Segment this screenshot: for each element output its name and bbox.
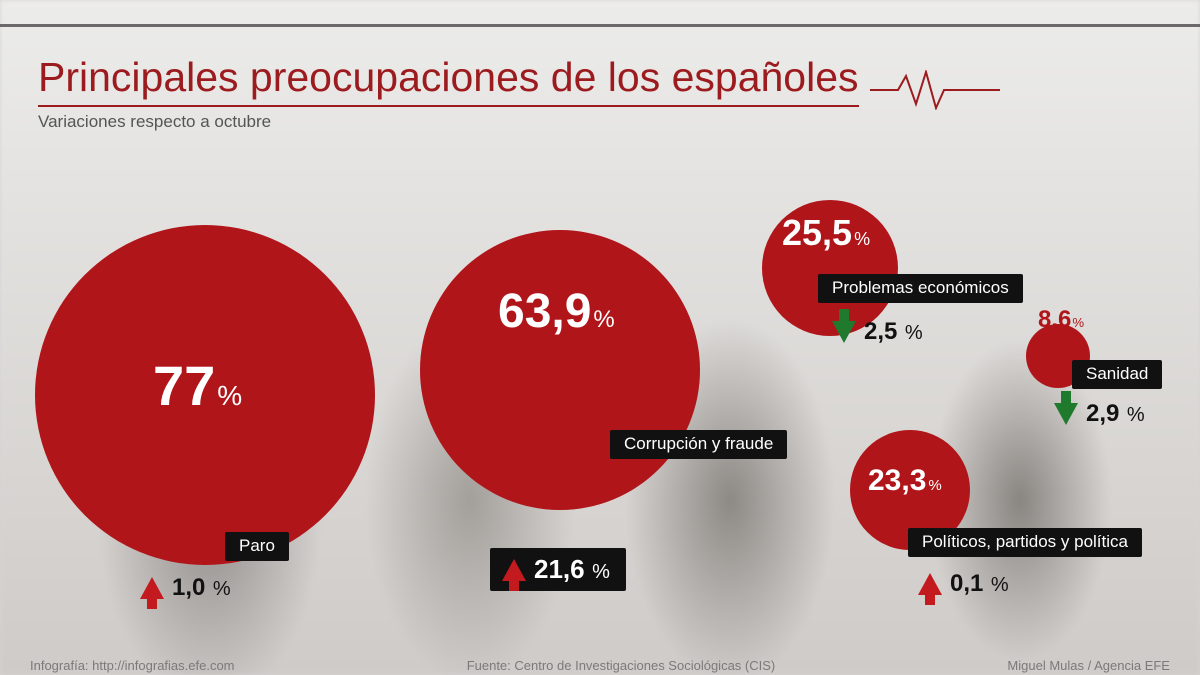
- bubble-delta-paro: 1,0 %: [140, 574, 231, 602]
- delta-value-corrupcion: 21,6 %: [534, 554, 610, 585]
- bubble-value-economicos: 25,5%: [782, 212, 870, 254]
- bubble-delta-sanidad: 2,9 %: [1054, 400, 1145, 428]
- bubble-value-corrupcion: 63,9%: [498, 284, 615, 339]
- bubble-delta-politicos: 0,1 %: [918, 570, 1009, 598]
- heartbeat-icon: [870, 70, 1000, 110]
- footer-center: Fuente: Centro de Investigaciones Sociol…: [467, 658, 776, 673]
- bubble-value-sanidad: 8,6%: [1038, 306, 1084, 334]
- bubble-label-sanidad: Sanidad: [1072, 360, 1162, 389]
- delta-value-paro: 1,0 %: [172, 574, 231, 602]
- arrow-down-icon: [1054, 403, 1078, 425]
- arrow-up-icon: [918, 573, 942, 595]
- footer-left: Infografía: http://infografias.efe.com: [30, 658, 235, 673]
- bubble-corrupcion: 63,9%: [420, 230, 700, 510]
- arrow-down-icon: [832, 321, 856, 343]
- delta-value-politicos: 0,1 %: [950, 570, 1009, 598]
- footer-right: Miguel Mulas / Agencia EFE: [1007, 658, 1170, 673]
- infographic-subtitle: Variaciones respecto a octubre: [38, 112, 271, 132]
- delta-value-economicos: 2,5 %: [864, 318, 923, 346]
- bubble-value-paro: 77%: [153, 353, 242, 418]
- bubble-label-paro: Paro: [225, 532, 289, 561]
- bubble-value-politicos: 23,3%: [868, 464, 942, 498]
- bubble-delta-corrupcion: 21,6 %: [490, 548, 626, 591]
- delta-value-sanidad: 2,9 %: [1086, 400, 1145, 428]
- footer: Infografía: http://infografias.efe.com F…: [30, 658, 1170, 673]
- bubble-label-corrupcion: Corrupción y fraude: [610, 430, 787, 459]
- bubble-economicos: 25,5%: [762, 200, 898, 336]
- bubble-label-economicos: Problemas económicos: [818, 274, 1023, 303]
- arrow-up-icon: [140, 577, 164, 599]
- bubble-label-politicos: Políticos, partidos y política: [908, 528, 1142, 557]
- top-rule: [0, 24, 1200, 27]
- infographic-title: Principales preocupaciones de los españo…: [38, 54, 859, 107]
- bubble-paro: 77%: [35, 225, 375, 565]
- infographic-frame: Principales preocupaciones de los españo…: [0, 0, 1200, 675]
- bubble-delta-economicos: 2,5 %: [832, 318, 923, 346]
- arrow-up-icon: [502, 559, 526, 581]
